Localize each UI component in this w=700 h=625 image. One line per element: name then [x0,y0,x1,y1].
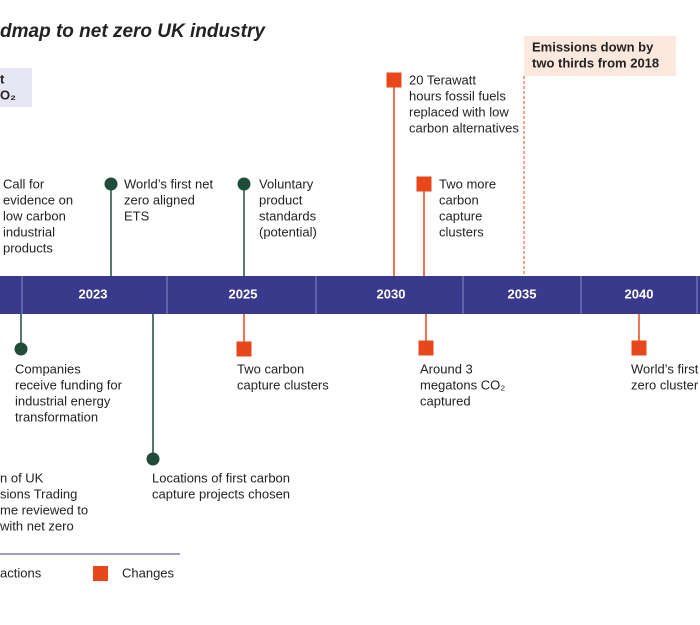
milestone-text: clusters [439,224,484,239]
action-dot [146,452,160,466]
legend-label: Changes [122,565,175,580]
milestone-text: captured [420,393,471,408]
callout-text: two thirds from 2018 [532,55,659,70]
milestone-text: capture [439,208,482,223]
milestone-text: hours fossil fuels [409,88,506,103]
year-label: 2025 [229,286,258,301]
change-square [416,176,432,192]
action-dot [104,177,118,191]
note-text: O₂ [0,87,16,102]
change-square [418,340,434,356]
milestone-text: carbon [439,192,479,207]
milestone-text: zero cluster [631,377,699,392]
change-square [631,340,647,356]
milestone-text: carbon alternatives [409,120,519,135]
milestone-text: products [3,240,53,255]
milestone-text: capture clusters [237,377,329,392]
note-box [0,68,32,107]
legend-square [93,566,108,581]
year-label: 2035 [508,286,537,301]
milestone-text: sions Trading [0,486,77,501]
milestone-text: standards [259,208,317,223]
milestone-text: receive funding for [15,377,123,392]
milestone-text: (potential) [259,224,317,239]
milestone-text: World’s first net [124,176,213,191]
year-label: 2040 [625,286,654,301]
milestone-text: capture projects chosen [152,486,290,501]
milestone-text: Voluntary [259,176,314,191]
title: dmap to net zero UK industry [0,21,266,42]
milestone-text: Around 3 [420,361,473,376]
milestone-text: evidence on [3,192,73,207]
action-dot [14,342,28,356]
note-text: t [0,71,5,86]
milestone-text: Two more [439,176,496,191]
milestone-text: low carbon [3,208,66,223]
milestone-text: me reviewed to [0,502,88,517]
action-dot [237,177,251,191]
milestone-text: Two carbon [237,361,304,376]
year-label: 2023 [79,286,108,301]
change-square [236,341,252,357]
milestone-text: with net zero [0,518,74,533]
callout-text: Emissions down by [532,39,654,54]
milestone-text: industrial [3,224,55,239]
timeline-bar [0,276,700,314]
milestone-text: transformation [15,409,98,424]
milestone-text: megatons CO₂ [420,377,505,392]
milestone-text: Locations of first carbon [152,470,290,485]
milestone-text: zero aligned [124,192,195,207]
milestone-text: n of UK [0,470,44,485]
year-label: 2030 [377,286,406,301]
milestone-text: replaced with low [409,104,509,119]
milestone-text: Companies [15,361,81,376]
milestone-text: industrial energy [15,393,111,408]
milestone-text: Call for [3,176,45,191]
callout-box [524,36,676,76]
milestone-text: World’s first n [631,361,700,376]
milestone-text: ETS [124,208,150,223]
milestone-text: product [259,192,303,207]
milestone-text: 20 Terawatt [409,72,476,87]
legend-label: actions [0,565,42,580]
change-square [386,72,402,88]
